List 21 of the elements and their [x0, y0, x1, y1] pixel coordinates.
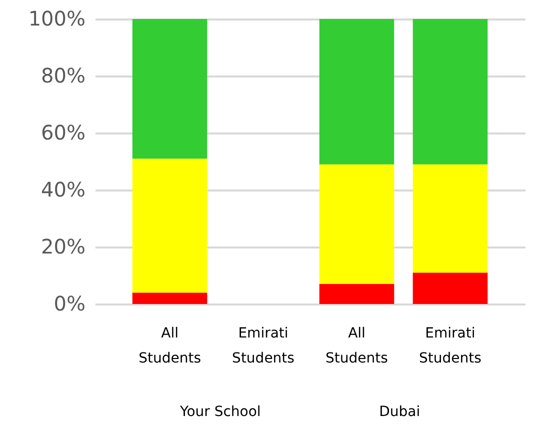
bar [412, 272, 488, 304]
x-tick-label: All Students [326, 326, 388, 366]
bar [132, 292, 208, 304]
bar [132, 158, 208, 293]
bar [319, 164, 394, 284]
y-tick-label: 60% [41, 120, 86, 144]
x-tick-label: Emirati Students [419, 326, 482, 366]
y-tick-label: 100% [28, 6, 86, 30]
y-tick-label: 40% [41, 178, 86, 202]
y-tick-label: 20% [41, 234, 86, 258]
x-tick-label: Emirati Students [232, 326, 294, 366]
x-tick-label: All Students [138, 326, 201, 366]
bar [412, 164, 488, 273]
text: Your School [179, 404, 261, 420]
text: Dubai [379, 404, 420, 420]
bar [319, 284, 394, 304]
y-tick-label: 0% [54, 292, 86, 316]
bar [132, 19, 208, 159]
y-tick-label: 80% [41, 64, 86, 88]
bar [412, 19, 488, 164]
bar [319, 19, 394, 164]
